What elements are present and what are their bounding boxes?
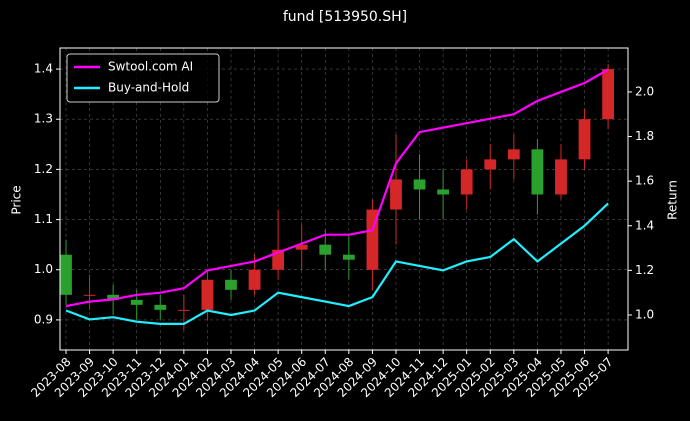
candle-body <box>272 249 285 270</box>
y2-tick-label: 1.4 <box>635 218 654 232</box>
plot-frame <box>59 47 629 351</box>
legend: Swtool.com AI Buy-and-Hold <box>66 53 220 103</box>
y-tick-label: 1.1 <box>34 212 53 226</box>
candle-body <box>437 189 450 195</box>
candle-body <box>460 169 473 195</box>
candle-body <box>342 254 355 260</box>
line-series <box>65 68 609 308</box>
legend-label: Swtool.com AI <box>108 60 193 74</box>
candle-body <box>225 279 237 290</box>
y-tick-label: 1.2 <box>34 162 53 176</box>
candle-body <box>83 294 96 296</box>
y-tick-label: 1.4 <box>34 62 53 76</box>
legend-label: Buy-and-Hold <box>108 81 189 95</box>
y-tick-label: 1.0 <box>34 262 53 276</box>
candle-body <box>413 179 426 190</box>
y2-tick-label: 2.0 <box>635 84 654 98</box>
candle-body <box>390 179 402 210</box>
y2-tick-label: 1.0 <box>635 307 654 321</box>
y2-axis-label: Return <box>666 180 680 220</box>
candle-body <box>177 309 190 311</box>
chart-title: fund [513950.SH] <box>283 9 407 25</box>
candle-body <box>295 244 308 250</box>
y-axis-label: Price <box>10 185 24 214</box>
y-tick-label: 1.3 <box>34 112 53 126</box>
candle-body <box>578 119 591 160</box>
candle-body <box>60 254 72 295</box>
line-series <box>65 202 609 326</box>
candle-body <box>154 304 167 310</box>
candle-body <box>107 294 120 300</box>
candle-body <box>201 279 214 310</box>
legend-box <box>66 53 220 103</box>
candle-body <box>531 149 544 195</box>
candle-body <box>602 69 615 120</box>
candle-body <box>366 209 379 270</box>
candle-body <box>130 299 143 305</box>
candle-body <box>484 159 497 170</box>
candle-body <box>507 149 520 160</box>
candle-body <box>555 159 567 195</box>
y2-tick-label: 1.8 <box>635 129 654 143</box>
y2-tick-label: 1.2 <box>635 263 654 277</box>
y-tick-label: 0.9 <box>34 312 53 326</box>
y2-tick-label: 1.6 <box>635 174 654 188</box>
candle-body <box>248 269 261 290</box>
candle-body <box>319 244 332 255</box>
